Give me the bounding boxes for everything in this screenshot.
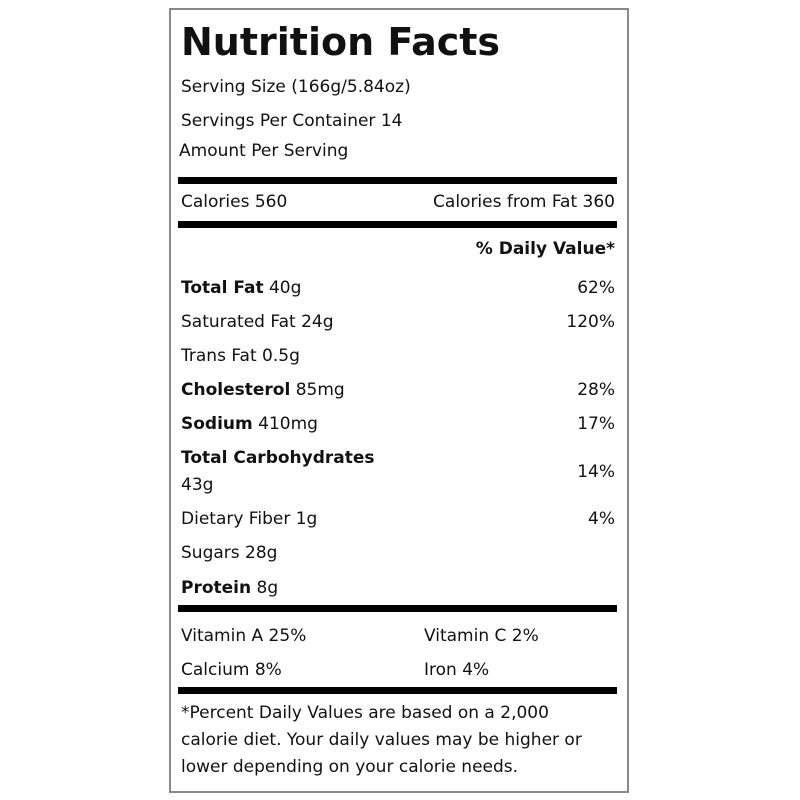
nutrient-daily-value: 4%	[588, 509, 615, 529]
vitamin: Iron 4%	[424, 660, 490, 680]
vitamin: Vitamin A 25%	[181, 626, 307, 646]
nutrient-amount: 0.5g	[262, 345, 300, 366]
nutrient-row: Protein 8g	[181, 573, 615, 603]
nutrient-name: Dietary Fiber	[181, 508, 291, 529]
nutrient-name: Sodium	[181, 413, 253, 434]
nutrient-name-block: Total Fat 40g	[181, 275, 411, 302]
nutrient-daily-value: 62%	[577, 278, 615, 298]
amount-per-serving: Amount Per Serving	[179, 141, 349, 161]
nutrient-name-block: Total Carbohydrates 43g	[181, 445, 411, 499]
nutrient-name: Total Carbohydrates	[181, 448, 375, 468]
divider	[178, 605, 617, 612]
servings-per-container: Servings Per Container 14	[181, 111, 403, 131]
nutrient-name: Protein	[181, 577, 252, 598]
divider	[178, 177, 617, 184]
nutrient-daily-value: 17%	[577, 414, 615, 434]
nutrient-row: Total Carbohydrates 43g 14%	[181, 444, 615, 500]
nutrient-amount: 28g	[245, 542, 278, 563]
nutrient-row: Trans Fat 0.5g	[181, 341, 615, 371]
nutrient-name: Saturated Fat	[181, 311, 296, 332]
nutrient-amount: 24g	[301, 311, 334, 332]
nutrient-amount: 8g	[256, 577, 279, 598]
nutrient-amount: 43g	[181, 475, 214, 495]
nutrient-daily-value: 28%	[577, 380, 615, 400]
nutrient-row: Dietary Fiber 1g 4%	[181, 504, 615, 534]
nutrient-row: Saturated Fat 24g 120%	[181, 307, 615, 337]
nutrient-row: Cholesterol 85mg 28%	[181, 375, 615, 405]
calories-from-fat: Calories from Fat 360	[433, 192, 615, 212]
nutrient-amount: 410mg	[258, 413, 318, 434]
nutrient-name-block: Cholesterol 85mg	[181, 377, 411, 404]
title: Nutrition Facts	[181, 20, 501, 64]
nutrient-name: Total Fat	[181, 277, 264, 298]
divider	[178, 221, 617, 228]
nutrient-row: Sodium 410mg 17%	[181, 409, 615, 439]
vitamin: Vitamin C 2%	[424, 626, 539, 646]
nutrient-name-block: Sugars 28g	[181, 540, 411, 567]
nutrient-amount: 85mg	[295, 379, 345, 400]
nutrient-name-block: Protein 8g	[181, 575, 411, 602]
nutrient-name-block: Sodium 410mg	[181, 411, 411, 438]
nutrient-daily-value: 14%	[577, 462, 615, 482]
nutrient-name-block: Dietary Fiber 1g	[181, 506, 411, 533]
nutrient-row: Sugars 28g	[181, 538, 615, 568]
nutrient-name: Cholesterol	[181, 379, 291, 400]
serving-size: Serving Size (166g/5.84oz)	[181, 77, 411, 97]
nutrient-name-block: Trans Fat 0.5g	[181, 343, 411, 370]
nutrient-amount: 1g	[295, 508, 318, 529]
nutrient-row: Total Fat 40g 62%	[181, 273, 615, 303]
nutrient-amount: 40g	[268, 277, 302, 298]
nutrient-name-block: Saturated Fat 24g	[181, 309, 411, 336]
nutrient-name: Sugars	[181, 542, 240, 563]
vitamin: Calcium 8%	[181, 660, 282, 680]
daily-value-header: % Daily Value*	[475, 239, 615, 259]
calories: Calories 560	[181, 192, 288, 212]
nutrient-name: Trans Fat	[181, 345, 257, 366]
divider	[178, 687, 617, 694]
footnote: *Percent Daily Values are based on a 2,0…	[181, 703, 582, 777]
nutrient-daily-value: 120%	[566, 312, 615, 332]
label-border	[169, 8, 629, 793]
